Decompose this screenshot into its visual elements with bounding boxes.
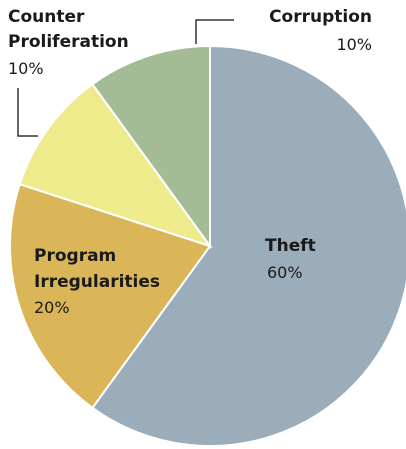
- corruption-value-label: 10%: [336, 35, 372, 54]
- theft-label: Theft: [265, 236, 316, 256]
- theft-value-label: 60%: [267, 263, 303, 282]
- program-irregularities-label-line-2: Irregularities: [34, 272, 160, 292]
- counter-proliferation-label-line-2: Proliferation: [8, 32, 129, 52]
- pie-slices: [9, 44, 406, 447]
- program-irregularities-slice: [9, 182, 212, 410]
- counter-proliferation-leader-line: [17, 88, 38, 137]
- counter-proliferation-slice: [18, 82, 213, 248]
- theft-slice: [91, 44, 406, 447]
- corruption-slice: [91, 44, 211, 250]
- corruption-label: Corruption: [269, 7, 372, 27]
- program-irregularities-value-label: 20%: [34, 298, 70, 317]
- corruption-leader-line: [195, 19, 234, 44]
- program-irregularities-label-line-1: Program: [34, 246, 116, 266]
- counter-proliferation-value-label: 10%: [8, 59, 44, 78]
- counter-proliferation-label-line-1: Counter: [8, 7, 85, 27]
